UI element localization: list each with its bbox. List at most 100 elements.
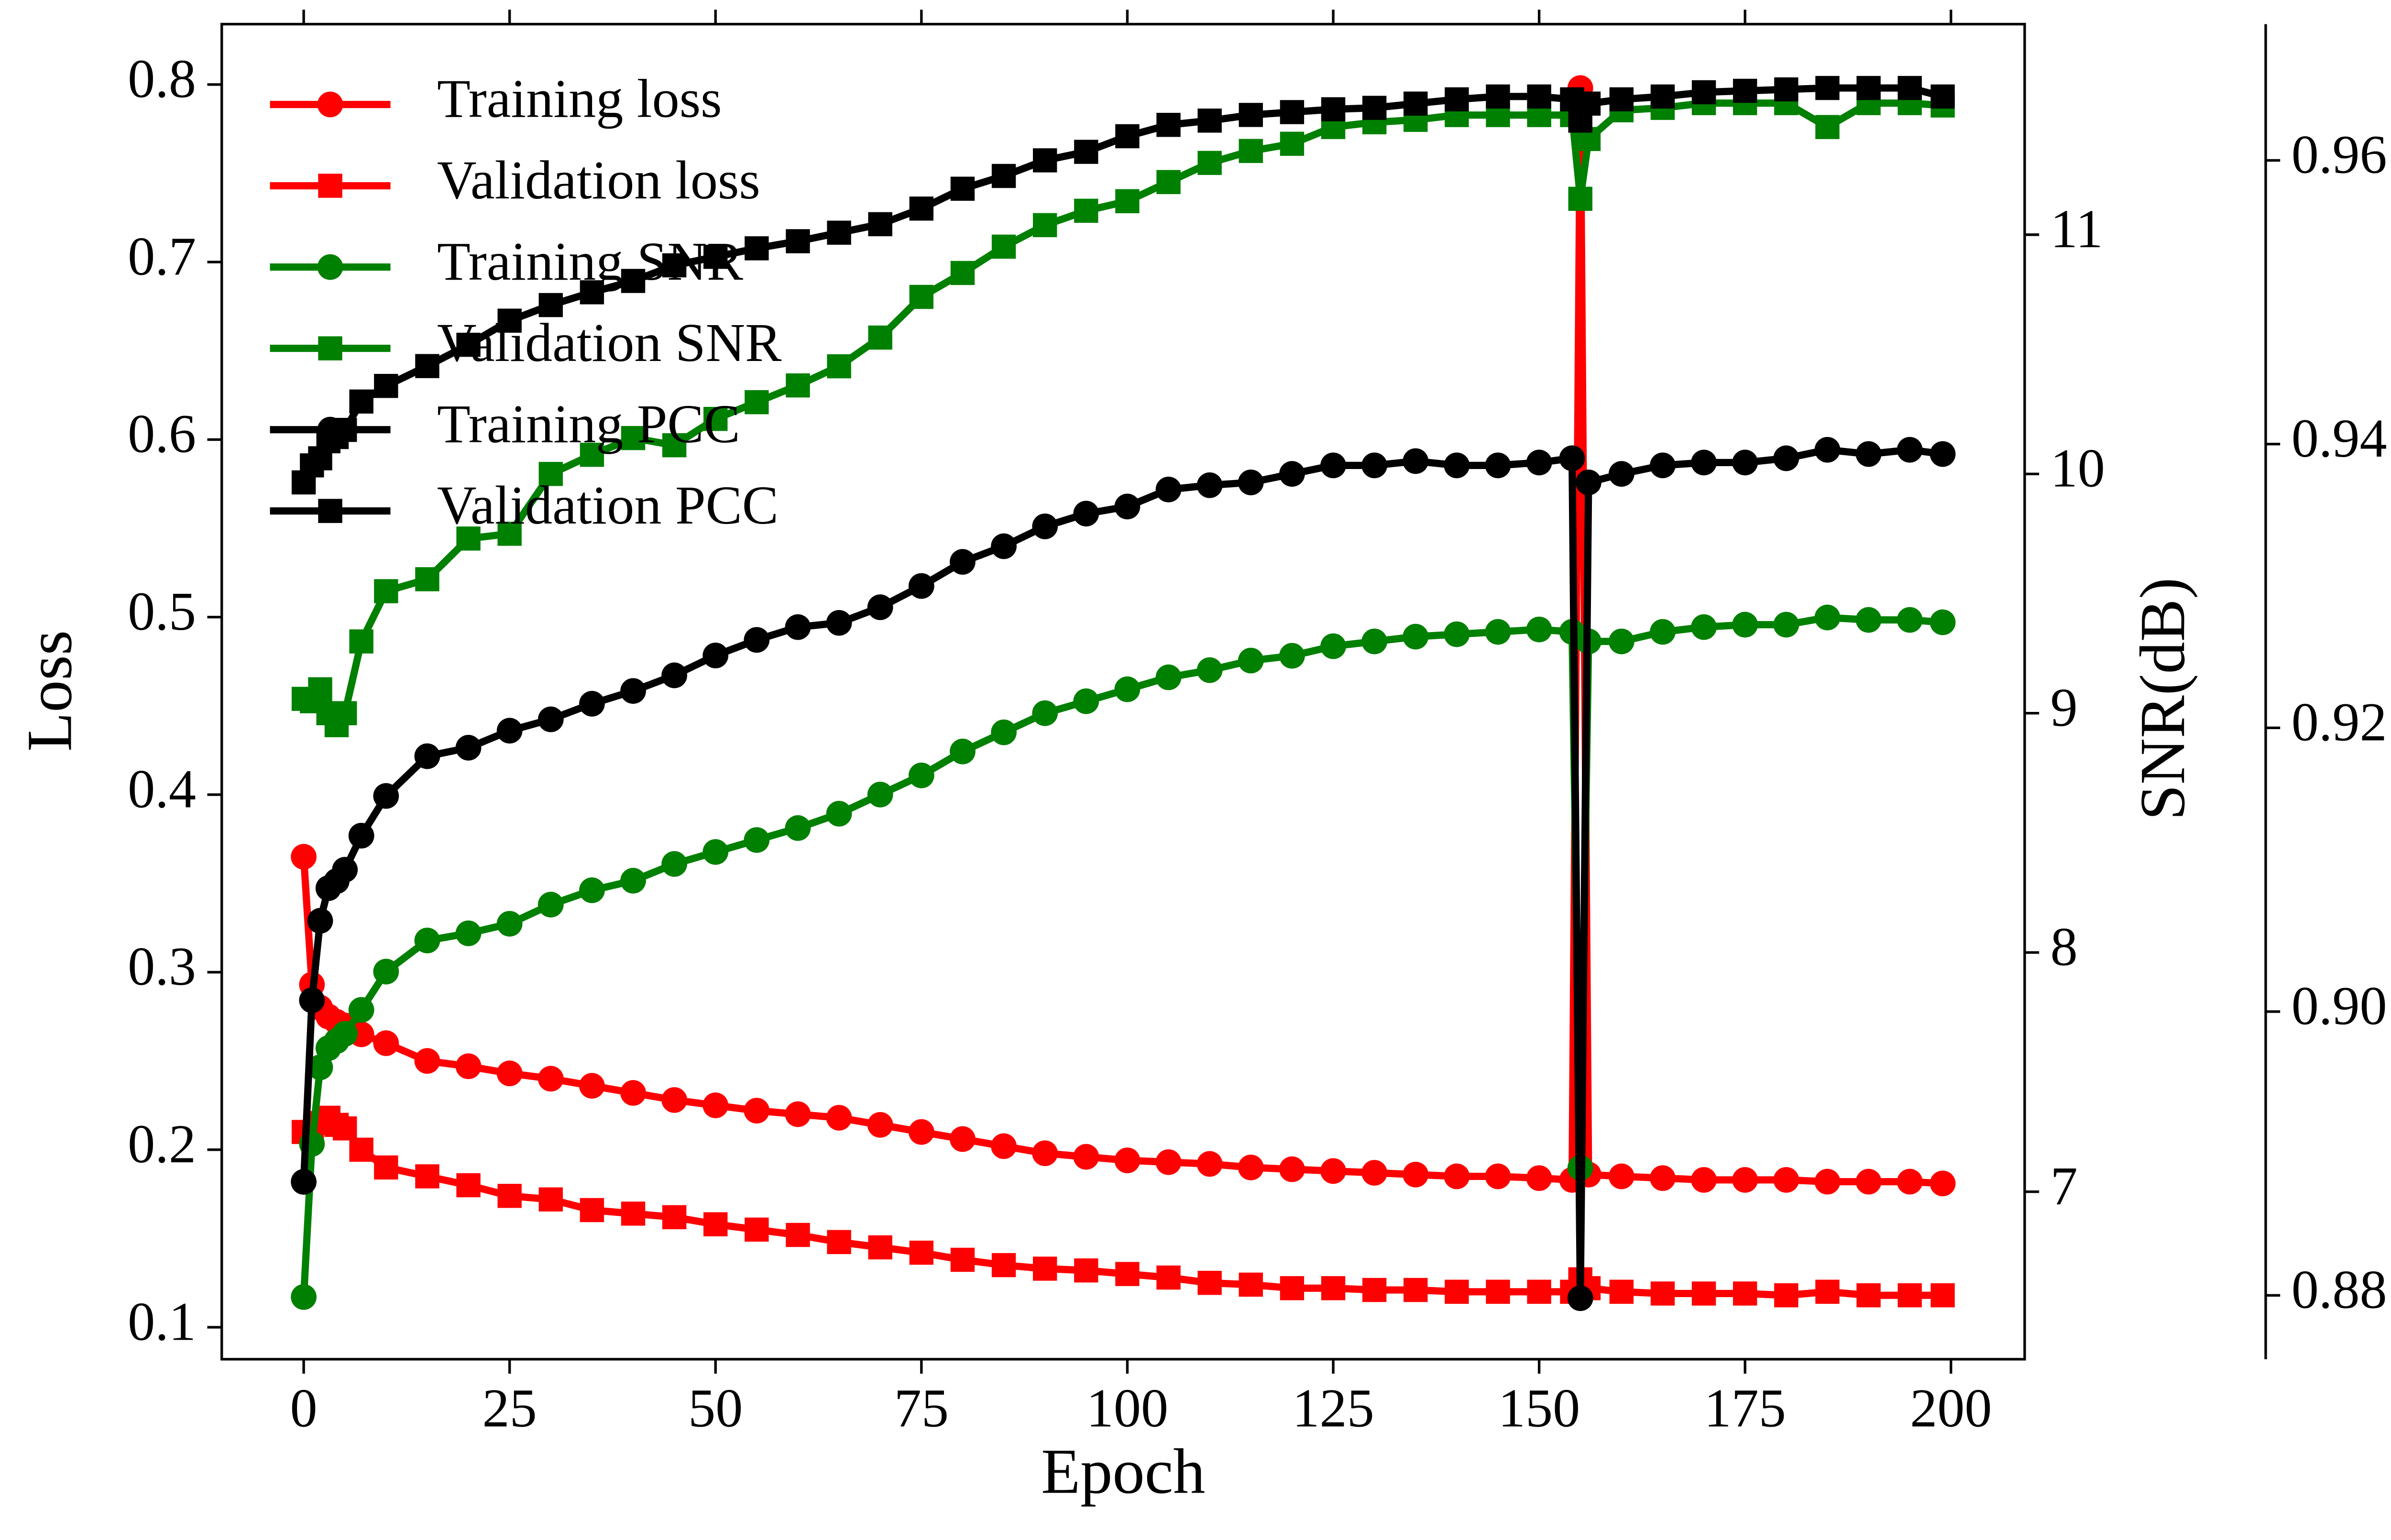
- data-point: [537, 1066, 564, 1092]
- data-point: [1032, 148, 1057, 173]
- data-point: [1732, 1167, 1758, 1193]
- data-point: [374, 373, 398, 398]
- data-point: [1239, 1272, 1263, 1297]
- data-point: [1486, 84, 1510, 109]
- data-point: [1320, 633, 1346, 659]
- data-point: [702, 839, 729, 865]
- data-point: [1156, 170, 1181, 194]
- data-point: [579, 1073, 605, 1099]
- data-point: [1608, 628, 1634, 655]
- x-tick-label: 150: [1498, 1377, 1580, 1438]
- data-point: [1691, 449, 1717, 476]
- data-point: [745, 390, 769, 415]
- data-point: [1320, 452, 1346, 479]
- data-point: [786, 373, 810, 398]
- data-point: [1650, 1281, 1675, 1306]
- data-point: [702, 1092, 729, 1118]
- data-point: [348, 997, 374, 1023]
- data-point: [1074, 198, 1098, 223]
- data-point: [868, 1235, 892, 1260]
- data-point: [1526, 616, 1552, 643]
- x-tick-label: 200: [1910, 1377, 1992, 1438]
- data-point: [1444, 621, 1470, 647]
- data-point: [908, 1119, 934, 1145]
- data-point: [1608, 461, 1634, 487]
- data-point: [1576, 91, 1601, 116]
- data-point: [621, 426, 646, 450]
- data-point: [1814, 437, 1841, 463]
- data-point: [538, 1187, 563, 1212]
- data-point: [537, 706, 564, 732]
- x-tick-label: 100: [1086, 1377, 1168, 1438]
- data-point: [291, 1169, 317, 1195]
- data-point: [1773, 612, 1799, 638]
- data-point: [909, 197, 934, 221]
- data-point: [1609, 1279, 1634, 1304]
- data-point: [1856, 76, 1881, 100]
- data-point: [868, 212, 892, 237]
- data-point: [744, 827, 770, 853]
- x-tick-label: 50: [688, 1377, 743, 1438]
- data-point: [1073, 501, 1099, 527]
- x-axis-label: Epoch: [1041, 1436, 1205, 1507]
- data-point: [1032, 700, 1058, 726]
- y-tick-label: 0.2: [128, 1114, 196, 1174]
- data-point: [1815, 1279, 1840, 1304]
- data-point: [1404, 91, 1428, 116]
- data-point: [349, 389, 373, 414]
- data-point: [537, 892, 564, 917]
- data-point: [991, 533, 1017, 559]
- data-point: [1559, 445, 1585, 471]
- data-point: [580, 443, 604, 467]
- data-point: [1155, 664, 1182, 690]
- data-point: [1485, 1163, 1511, 1190]
- y2-tick-label: 11: [2051, 198, 2103, 259]
- data-point: [456, 332, 481, 357]
- y2-axis-label: SNR(dB): [2127, 578, 2198, 820]
- data-point: [1897, 607, 1923, 633]
- data-point: [1280, 131, 1305, 156]
- data-point: [414, 743, 440, 769]
- data-point: [868, 325, 892, 350]
- x-tick-label: 125: [1292, 1377, 1374, 1438]
- x-tick-label: 25: [483, 1377, 537, 1438]
- data-point: [1279, 643, 1305, 669]
- data-point: [1650, 452, 1676, 479]
- data-point: [1815, 115, 1840, 139]
- legend-label: Training PCC: [437, 393, 740, 454]
- data-point: [662, 1205, 687, 1230]
- data-point: [496, 1060, 523, 1086]
- data-point: [1576, 470, 1601, 495]
- data-point: [1032, 213, 1057, 238]
- data-point: [348, 823, 374, 849]
- data-point: [950, 549, 976, 575]
- data-point: [333, 701, 357, 725]
- data-point: [580, 280, 604, 305]
- data-point: [1361, 452, 1388, 479]
- y-tick-label: 0.8: [128, 48, 196, 109]
- data-point: [1074, 1258, 1098, 1283]
- data-point: [785, 1101, 811, 1127]
- data-point: [373, 1030, 399, 1056]
- data-point: [991, 1253, 1016, 1278]
- data-point: [291, 844, 317, 870]
- legend-marker: [317, 91, 343, 118]
- x-tick-label: 75: [894, 1377, 949, 1438]
- data-point: [1361, 628, 1388, 655]
- data-point: [1526, 449, 1552, 476]
- data-point: [1444, 452, 1470, 479]
- data-point: [1403, 623, 1429, 650]
- data-point: [1815, 76, 1840, 100]
- data-point: [1856, 1283, 1881, 1308]
- y3-tick-label: 0.90: [2292, 975, 2387, 1036]
- data-point: [950, 1247, 975, 1272]
- data-point: [1609, 87, 1634, 111]
- data-point: [1074, 140, 1098, 164]
- data-point: [1774, 1283, 1799, 1308]
- data-point: [991, 164, 1016, 188]
- data-point: [867, 1112, 893, 1138]
- data-point: [1155, 1149, 1182, 1175]
- data-point: [538, 293, 563, 317]
- data-point: [307, 908, 333, 934]
